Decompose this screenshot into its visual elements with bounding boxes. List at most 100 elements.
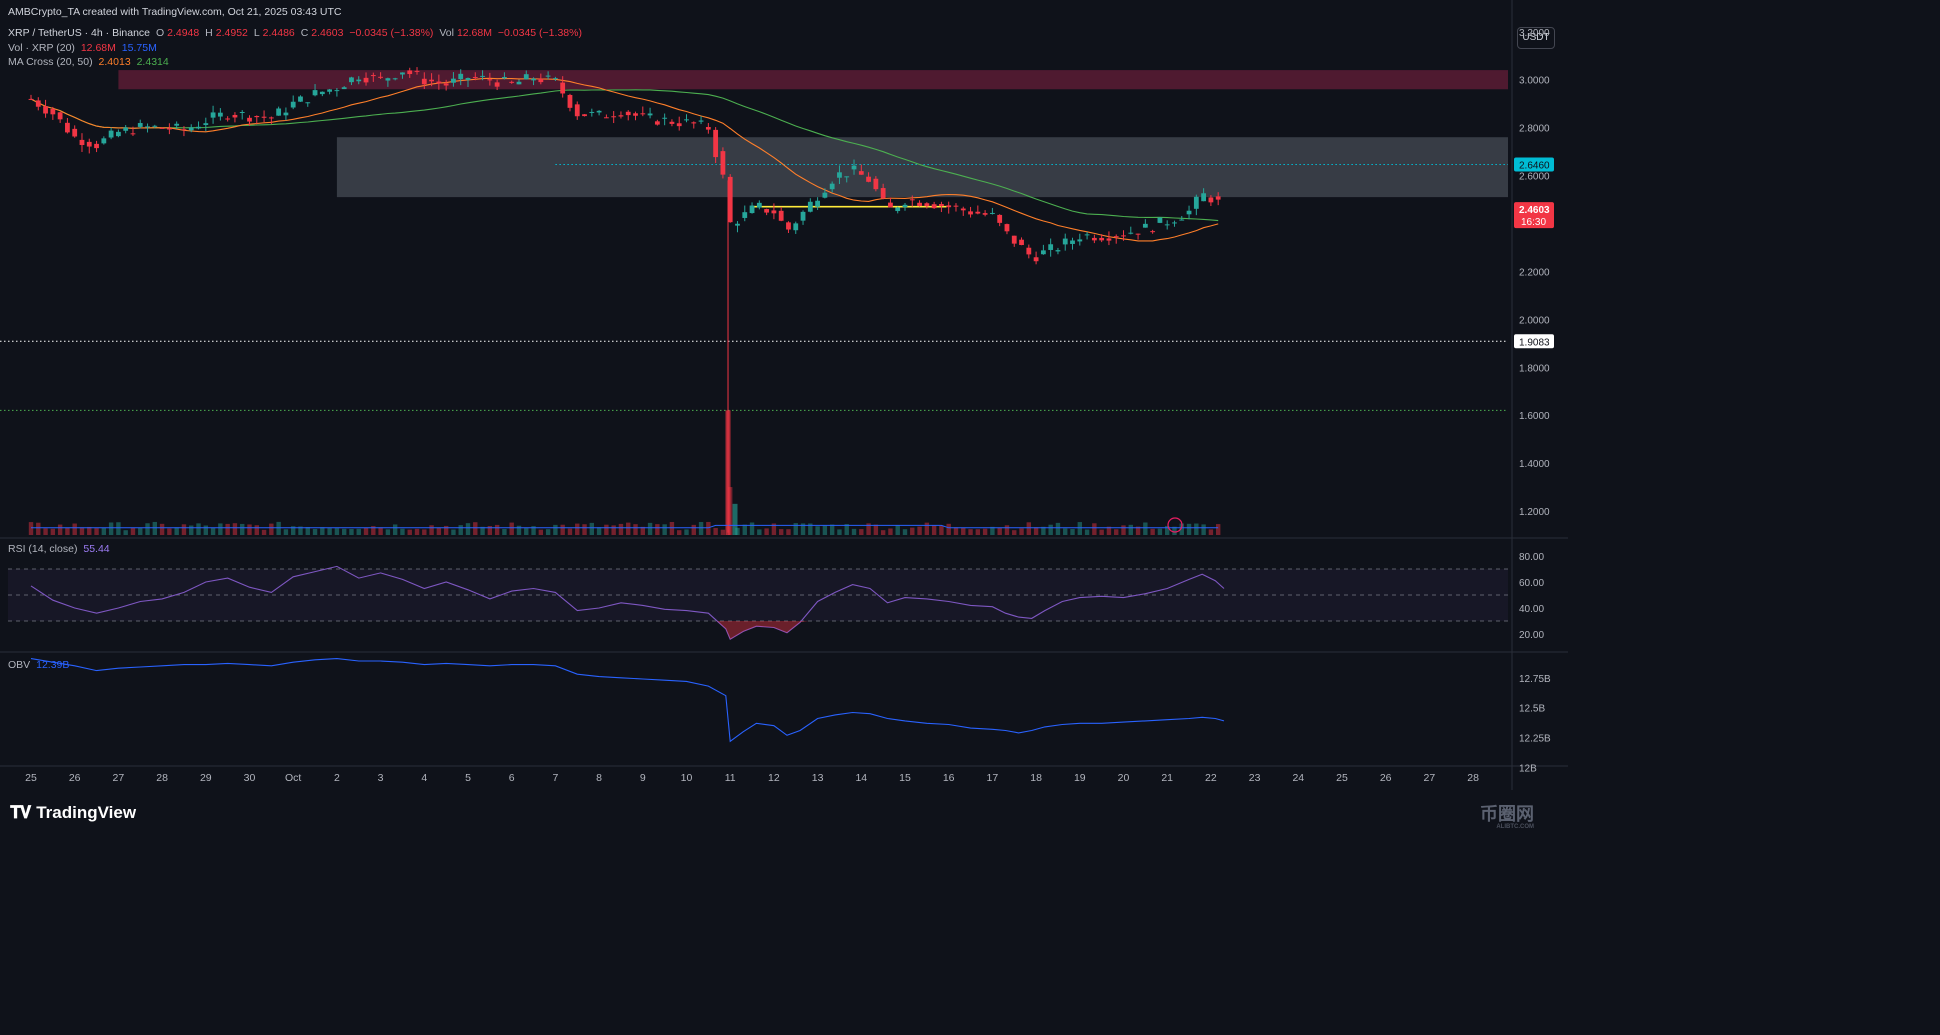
volume-bar	[138, 527, 143, 535]
volume-bar	[567, 528, 573, 535]
volume-bar	[1004, 525, 1010, 535]
volume-bar	[575, 523, 580, 535]
ohlc-open: 2.4948	[167, 27, 200, 39]
volume-bar	[1150, 528, 1155, 535]
volume-bar	[1041, 526, 1046, 535]
candle-body	[181, 129, 187, 131]
volume-bar	[917, 526, 922, 535]
time-tick: 22	[1205, 772, 1217, 784]
price-tick: 3.2000	[1519, 28, 1550, 39]
candle-body	[1186, 210, 1192, 215]
candle-body	[137, 123, 143, 127]
volume-bar	[400, 528, 405, 535]
time-tick: 28	[1467, 772, 1479, 784]
volume-bar	[902, 529, 908, 535]
obv-legend-value: 12.39B	[36, 659, 70, 671]
candle-body	[538, 78, 544, 83]
candle-body	[625, 111, 631, 116]
candle-body	[130, 133, 136, 135]
candle-body	[407, 70, 413, 75]
volume-bar	[356, 528, 361, 535]
volume-bar	[764, 528, 769, 535]
candle-body	[480, 75, 485, 77]
candle-body	[1062, 238, 1068, 245]
volume-bar	[611, 525, 616, 535]
lightning-icon	[1167, 517, 1183, 533]
candle-body	[159, 127, 165, 129]
volume-bar	[65, 527, 70, 535]
tradingview-logo[interactable]: 𝐓𝐕 TradingView	[10, 803, 136, 823]
candle-body	[917, 202, 922, 207]
rsi-legend-label: RSI (14, close)	[8, 543, 78, 555]
candle-body	[968, 211, 973, 215]
volume-bar	[851, 528, 857, 535]
symbol-name[interactable]: XRP / TetherUS · 4h · Binance	[8, 27, 151, 39]
candle-body	[72, 128, 78, 137]
volume-bar	[196, 523, 201, 535]
rsi-legend-value: 55.44	[83, 543, 110, 555]
candle-body	[414, 70, 420, 72]
rsi-legend[interactable]: RSI (14, close) 55.44	[8, 543, 113, 555]
volume-bar	[349, 528, 354, 535]
candle-body	[654, 121, 660, 125]
volume-bar	[363, 527, 369, 535]
volume-bar	[101, 527, 107, 535]
rsi-tick: 20.00	[1519, 630, 1544, 641]
volume-bar	[655, 524, 660, 535]
volume-legend[interactable]: Vol · XRP (20) 12.68M 15.75M	[8, 42, 160, 54]
volume-bar	[1063, 528, 1068, 535]
currency-button[interactable]: USDT	[1517, 27, 1555, 49]
volume-bar	[953, 527, 959, 535]
ma50-line	[30, 89, 1219, 222]
candle-body	[1040, 250, 1046, 255]
volume-bar	[210, 527, 216, 535]
volume-bar	[1099, 529, 1104, 535]
ma-legend-label: MA Cross (20, 50)	[8, 56, 93, 68]
time-tick: 14	[855, 772, 867, 784]
time-tick: 18	[1030, 772, 1042, 784]
price-tick: 1.2000	[1519, 507, 1550, 518]
volume-bar	[844, 524, 849, 535]
volume-bar	[924, 522, 930, 535]
candle-body	[239, 112, 245, 114]
price-chart[interactable]: 3.20003.00002.80002.60002.40002.20002.00…	[0, 0, 1568, 790]
candle-body	[1172, 222, 1177, 224]
candle-body	[545, 75, 551, 77]
time-tick: 16	[943, 772, 955, 784]
obv-tick: 12.25B	[1519, 734, 1551, 745]
ma-legend[interactable]: MA Cross (20, 50) 2.4013 2.4314	[8, 56, 172, 68]
obv-legend[interactable]: OBV 12.39B	[8, 659, 72, 671]
candle-body	[778, 210, 784, 221]
volume-bar	[732, 503, 738, 535]
candle-body	[574, 104, 580, 117]
volume-bar	[1077, 522, 1082, 535]
candle-body	[990, 212, 995, 214]
volume-legend-label: Vol · XRP (20)	[8, 42, 75, 54]
volume-bar	[633, 524, 638, 535]
candle-body	[771, 210, 777, 214]
volume-bar	[130, 527, 136, 535]
candle-body	[79, 139, 85, 145]
volume-bar	[312, 528, 318, 535]
volume-bar	[822, 525, 828, 535]
volume-bar	[473, 522, 478, 535]
time-tick: 6	[509, 772, 515, 784]
time-tick: 13	[812, 772, 824, 784]
volume-bar	[36, 522, 41, 535]
candle-body	[895, 207, 901, 212]
ma-legend-v2: 2.4314	[136, 56, 169, 68]
candle-body	[494, 82, 500, 87]
volume-bar	[1012, 530, 1017, 535]
candle-body	[582, 114, 587, 117]
volume-bar	[116, 522, 121, 535]
volume-bar	[604, 524, 609, 535]
time-tick: 21	[1161, 772, 1173, 784]
candle-body	[378, 76, 383, 78]
candle-body	[531, 78, 536, 81]
candle-body	[356, 79, 362, 82]
candle-body	[1033, 257, 1039, 262]
time-tick: 17	[987, 772, 999, 784]
candle-body	[560, 82, 566, 94]
candle-body	[217, 112, 223, 117]
time-tick: 4	[421, 772, 427, 784]
